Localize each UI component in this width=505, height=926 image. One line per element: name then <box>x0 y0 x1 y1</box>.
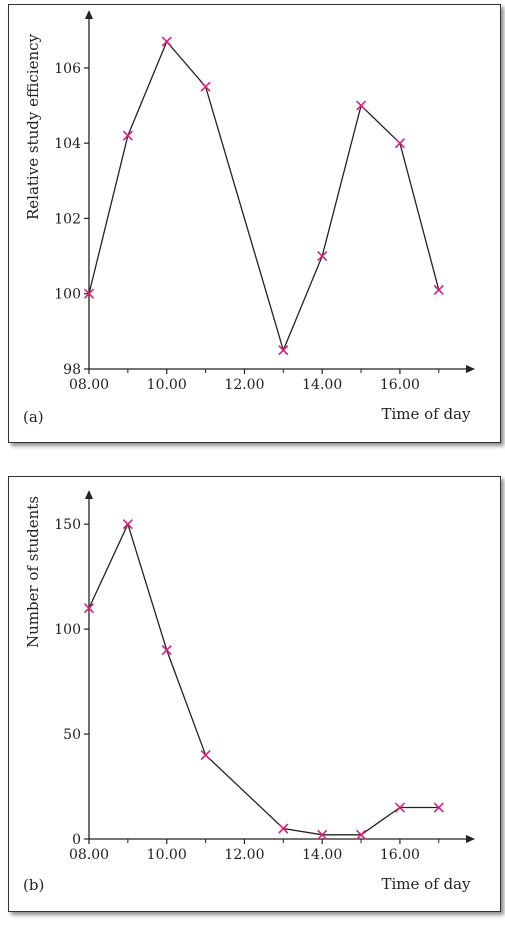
chart-a-x-tick-label: 08.00 <box>69 377 109 393</box>
chart-a-data-point <box>355 100 367 111</box>
chart-a-x-tick-label: 10.00 <box>147 377 187 393</box>
chart-a-data-point <box>317 251 328 262</box>
chart-b-x-tick-label: 12.00 <box>224 847 264 863</box>
chart-b-data-point <box>278 823 289 834</box>
chart-a-panel-label: (a) <box>23 408 44 426</box>
chart-a-data-point <box>433 284 444 296</box>
chart-b-series-line <box>88 522 439 836</box>
chart-a-y-tick-label: 106 <box>54 61 81 77</box>
chart-b-y-axis-arrow <box>85 490 93 499</box>
chart-a-x-tick-label: 14.00 <box>302 377 342 393</box>
chart-panel-b: 0 50 100 150 08.00 10.00 12.00 14.00 16.00 Time o… <box>8 476 501 912</box>
chart-b-y-tick-label: 0 <box>72 832 81 848</box>
chart-b-x-axis-arrow <box>466 835 475 843</box>
chart-a-x-axis-arrow <box>466 365 475 373</box>
chart-a-y-axis-arrow <box>85 10 93 19</box>
chart-b-x-tick-label: 08.00 <box>69 847 109 863</box>
chart-b-data-point <box>200 749 211 761</box>
chart-a-y-tick-label: 102 <box>54 211 81 227</box>
chart-a-data-point <box>83 288 95 299</box>
chart-panel-a: 98 100 102 104 106 08.00 10.00 12.00 14.00 16.00 T… <box>8 4 501 443</box>
chart-a-data-point <box>278 345 289 356</box>
chart-a-y-tick-label: 100 <box>54 287 81 303</box>
chart-a-y-tick-label: 104 <box>54 136 81 152</box>
chart-b-data-point <box>355 829 367 840</box>
chart-a-series-line <box>88 40 440 353</box>
chart-a-data-point <box>161 36 172 47</box>
chart-b-x-tick-label: 16.00 <box>380 847 420 863</box>
chart-a-y-axis-label: Relative study efficiency <box>24 33 42 220</box>
chart-a-data-point <box>122 130 133 141</box>
chart-b-data-point <box>317 829 328 840</box>
chart-a-x-tick-label: 16.00 <box>380 377 420 393</box>
chart-b-x-axis-label: Time of day <box>381 875 471 893</box>
chart-a-data-point <box>200 81 211 92</box>
chart-b-svg: 0 50 100 150 08.00 10.00 12.00 14.00 16.00 Time o… <box>23 490 475 894</box>
chart-b-y-tick-label: 150 <box>54 517 81 533</box>
chart-b-data-point <box>394 802 405 813</box>
chart-b-y-axis-label: Number of students <box>24 496 42 648</box>
chart-b-x-tick-label: 10.00 <box>147 847 187 863</box>
chart-b-data-point <box>433 802 444 813</box>
chart-b-data-point <box>122 519 133 530</box>
chart-b-x-tick-label: 14.00 <box>302 847 342 863</box>
chart-b-panel-label: (b) <box>23 876 44 894</box>
chart-a-svg: 98 100 102 104 106 08.00 10.00 12.00 14.00 16.00 T… <box>23 10 475 426</box>
chart-a-x-tick-label: 12.00 <box>224 377 264 393</box>
chart-b-y-tick-label: 50 <box>63 727 81 743</box>
chart-b-y-tick-label: 100 <box>54 622 81 638</box>
chart-b-data-point <box>83 603 95 614</box>
chart-a-data-point <box>394 138 405 149</box>
chart-a-x-axis-label: Time of day <box>381 405 471 423</box>
chart-b-data-point <box>161 645 172 656</box>
chart-a-y-tick-label: 98 <box>63 362 81 378</box>
